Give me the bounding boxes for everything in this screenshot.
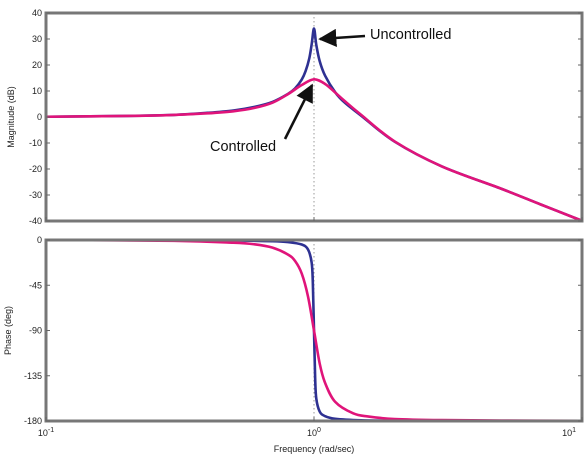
y-tick-label: -90 [29, 326, 42, 336]
uncontrolled-annotation: Uncontrolled [370, 27, 451, 43]
x-tick-label: 101 [562, 427, 576, 438]
y-tick-label: -45 [29, 280, 42, 290]
annotations: Uncontrolled Controlled [210, 27, 451, 155]
magnitude-panel: 40 30 20 10 0 -10 -20 -30 -40 Magnitude (dB) [6, 8, 584, 226]
controlled-arrow [283, 83, 314, 140]
y-tick-label: 0 [37, 112, 42, 122]
frequency-x-ticks: 10-1 100 101 [38, 217, 583, 438]
y-tick-label: -180 [24, 416, 42, 426]
y-tick-label: 10 [32, 86, 42, 96]
y-tick-label: 30 [32, 34, 42, 44]
phase-panel: 0 -45 -90 -135 -180 10-1 100 101 Phase (deg) F… [3, 217, 584, 454]
magnitude-y-axis-label: Magnitude (dB) [6, 86, 16, 148]
y-tick-label: -40 [29, 216, 42, 226]
x-tick-label: 100 [307, 427, 321, 438]
magnitude-y-ticks: 40 30 20 10 0 -10 -20 -30 -40 [29, 8, 582, 226]
frequency-x-axis-label: Frequency (rad/sec) [274, 444, 355, 454]
phase-y-axis-label: Phase (deg) [3, 306, 13, 355]
magnitude-series-group [44, 27, 584, 223]
y-tick-label: -10 [29, 138, 42, 148]
y-tick-label: -30 [29, 190, 42, 200]
phase-y-ticks: 0 -45 -90 -135 -180 [24, 235, 582, 426]
y-tick-label: -135 [24, 371, 42, 381]
y-tick-label: 20 [32, 60, 42, 70]
phase-controlled-line [44, 238, 584, 423]
magnitude-controlled-line [44, 78, 584, 223]
phase-series-group [44, 238, 584, 423]
uncontrolled-arrow [318, 28, 366, 47]
y-tick-label: 0 [37, 235, 42, 245]
x-tick-label: 10-1 [38, 427, 54, 438]
y-tick-label: 40 [32, 8, 42, 18]
y-tick-label: -20 [29, 164, 42, 174]
controlled-annotation: Controlled [210, 139, 276, 155]
